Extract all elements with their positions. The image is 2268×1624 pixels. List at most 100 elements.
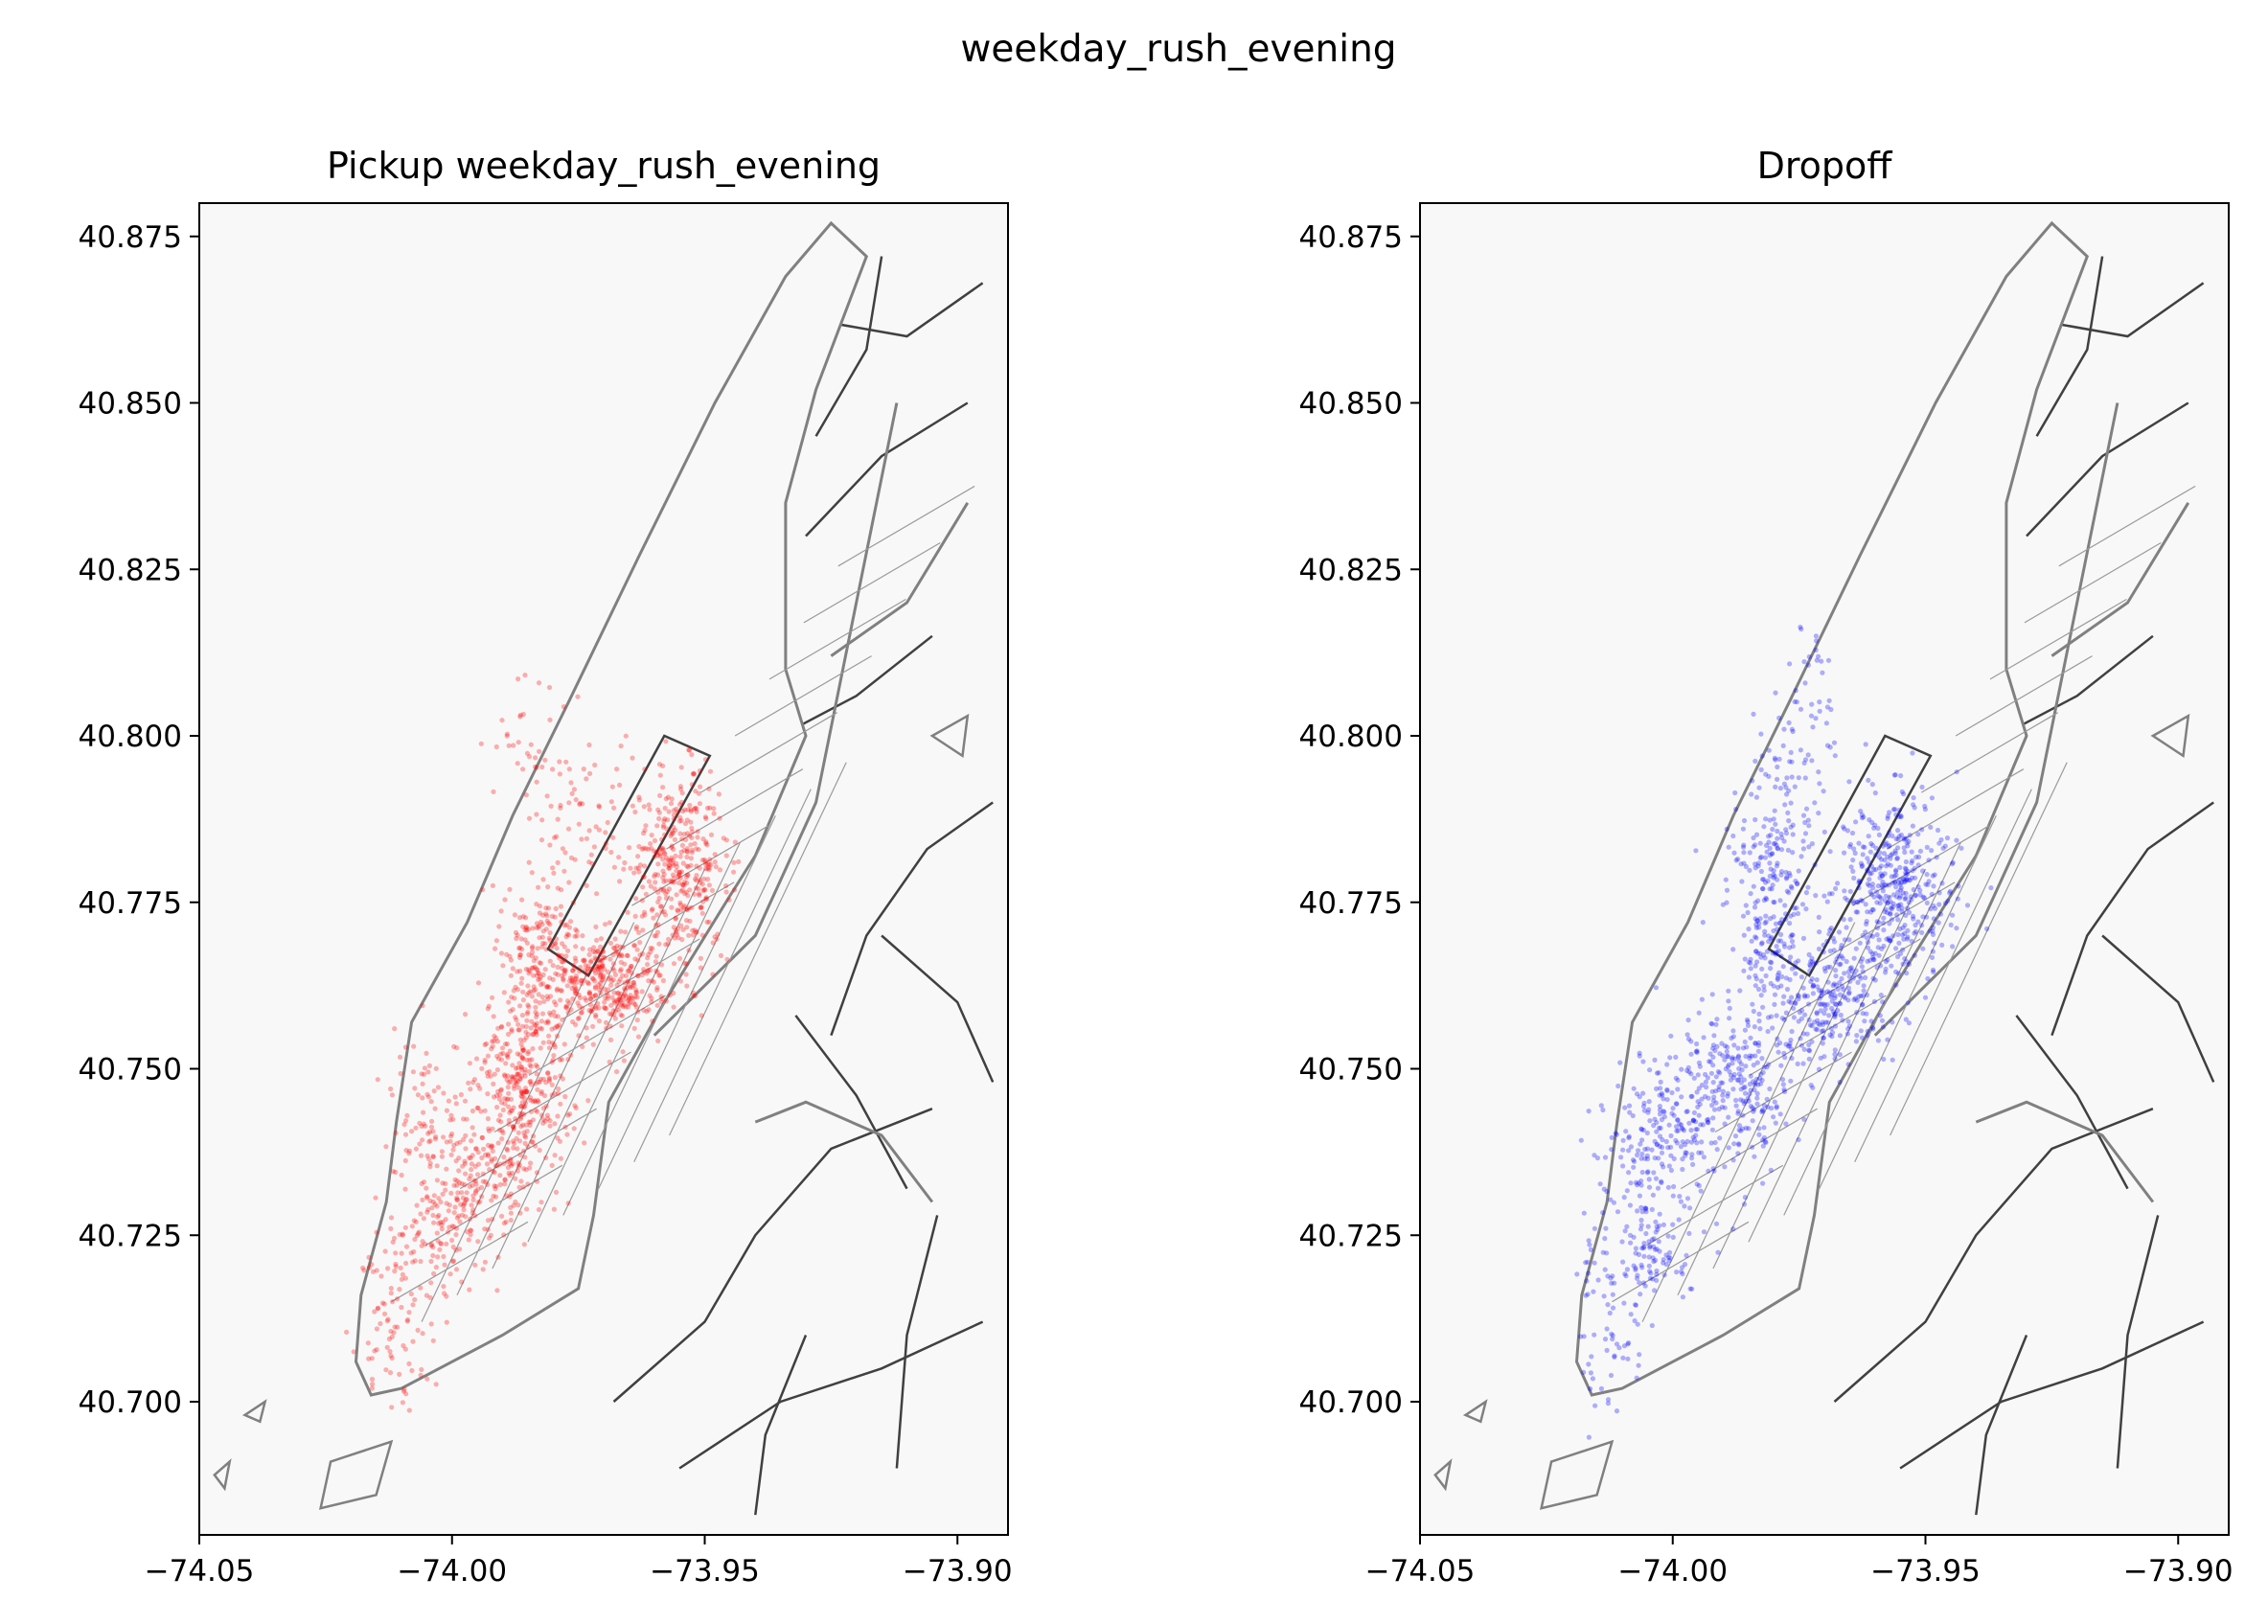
- scatter-point: [1893, 867, 1899, 873]
- scatter-point: [698, 880, 703, 885]
- scatter-point: [1838, 961, 1844, 967]
- scatter-point: [653, 953, 659, 959]
- scatter-point: [519, 897, 525, 903]
- scatter-point: [1783, 975, 1789, 981]
- zone-boundary: [881, 934, 995, 1083]
- scatter-point: [1917, 892, 1923, 898]
- scatter-point: [1641, 1241, 1647, 1247]
- scatter-point: [1964, 903, 1971, 908]
- scatter-point: [706, 867, 712, 873]
- scatter-point: [1789, 726, 1795, 732]
- scatter-point: [520, 1047, 526, 1053]
- scatter-point: [1584, 1278, 1590, 1284]
- scatter-point: [660, 785, 666, 790]
- scatter-point: [1796, 996, 1801, 1002]
- y-tick-label: 40.825: [79, 553, 182, 587]
- scatter-point: [699, 904, 704, 910]
- scatter-point: [1674, 1140, 1680, 1146]
- scatter-point: [660, 847, 666, 853]
- scatter-point: [1592, 1225, 1597, 1231]
- scatter-point: [485, 1181, 491, 1187]
- scatter-point: [598, 965, 604, 971]
- scatter-point: [533, 1009, 538, 1016]
- scatter-point: [1800, 838, 1806, 844]
- scatter-point: [1598, 1103, 1604, 1109]
- scatter-point: [452, 1204, 458, 1210]
- scatter-point: [1710, 1042, 1716, 1048]
- scatter-point: [1839, 983, 1845, 989]
- scatter-point: [653, 872, 658, 878]
- scatter-point: [1793, 960, 1798, 966]
- scatter-point: [1900, 961, 1906, 967]
- scatter-point: [491, 1081, 496, 1086]
- scatter-point: [1944, 835, 1951, 841]
- scatter-point: [1589, 1354, 1594, 1360]
- scatter-point: [1899, 789, 1905, 794]
- scatter-point: [467, 1287, 472, 1292]
- scatter-point: [525, 1032, 532, 1038]
- scatter-point: [680, 882, 686, 888]
- scatter-point: [463, 1012, 469, 1018]
- scatter-point: [1760, 1069, 1766, 1075]
- scatter-point: [1949, 861, 1955, 867]
- scatter-point: [649, 978, 655, 984]
- scatter-point: [534, 921, 540, 926]
- scatter-point: [615, 991, 621, 996]
- scatter-point: [517, 712, 523, 718]
- scatter-point: [1735, 1141, 1742, 1147]
- scatter-point: [659, 909, 665, 915]
- scatter-point: [663, 855, 670, 860]
- scatter-point: [1764, 1096, 1770, 1102]
- scatter-point: [526, 859, 532, 865]
- scatter-point: [587, 947, 593, 952]
- scatter-point: [1876, 832, 1882, 838]
- scatter-point: [1782, 944, 1788, 949]
- scatter-point: [721, 835, 726, 841]
- scatter-point: [1895, 971, 1901, 976]
- scatter-point: [1904, 840, 1910, 846]
- scatter-point: [555, 986, 561, 992]
- scatter-point: [1666, 1163, 1672, 1169]
- scatter-point: [559, 952, 564, 959]
- scatter-point: [512, 1083, 517, 1088]
- scatter-point: [436, 1196, 442, 1201]
- scatter-point: [1738, 1086, 1744, 1092]
- scatter-point: [414, 1232, 420, 1239]
- scatter-point: [1700, 1122, 1706, 1128]
- scatter-point: [1898, 885, 1904, 891]
- scatter-point: [540, 877, 546, 882]
- scatter-point: [679, 887, 686, 893]
- scatter-point: [514, 1081, 519, 1086]
- scatter-point: [568, 919, 574, 925]
- scatter-point: [1887, 830, 1892, 835]
- scatter-point: [1907, 878, 1913, 883]
- scatter-point: [1828, 1025, 1834, 1031]
- scatter-point: [618, 928, 624, 934]
- scatter-point: [463, 1214, 469, 1220]
- scatter-point: [552, 1013, 559, 1019]
- scatter-point: [515, 1130, 521, 1135]
- scatter-point: [1755, 986, 1762, 993]
- scatter-point: [1806, 951, 1812, 958]
- scatter-point: [661, 879, 667, 884]
- scatter-point: [1746, 1098, 1752, 1104]
- scatter-point: [1746, 959, 1752, 965]
- scatter-point: [604, 840, 609, 847]
- scatter-point: [717, 815, 722, 821]
- manhattan-outline: [354, 220, 869, 1397]
- scatter-point: [613, 997, 619, 1003]
- scatter-point: [372, 1348, 378, 1354]
- scatter-point: [723, 882, 729, 889]
- scatter-point: [550, 963, 556, 969]
- scatter-point: [1743, 863, 1749, 870]
- scatter-point: [564, 983, 570, 989]
- scatter-point: [1822, 1002, 1828, 1008]
- scatter-point: [496, 924, 502, 929]
- scatter-point: [711, 806, 717, 812]
- scatter-point: [1787, 661, 1793, 667]
- scatter-point: [1693, 1127, 1699, 1132]
- scatter-point: [595, 966, 601, 972]
- scatter-point: [1879, 882, 1885, 888]
- scatter-point: [610, 1008, 616, 1014]
- scatter-point: [630, 980, 636, 986]
